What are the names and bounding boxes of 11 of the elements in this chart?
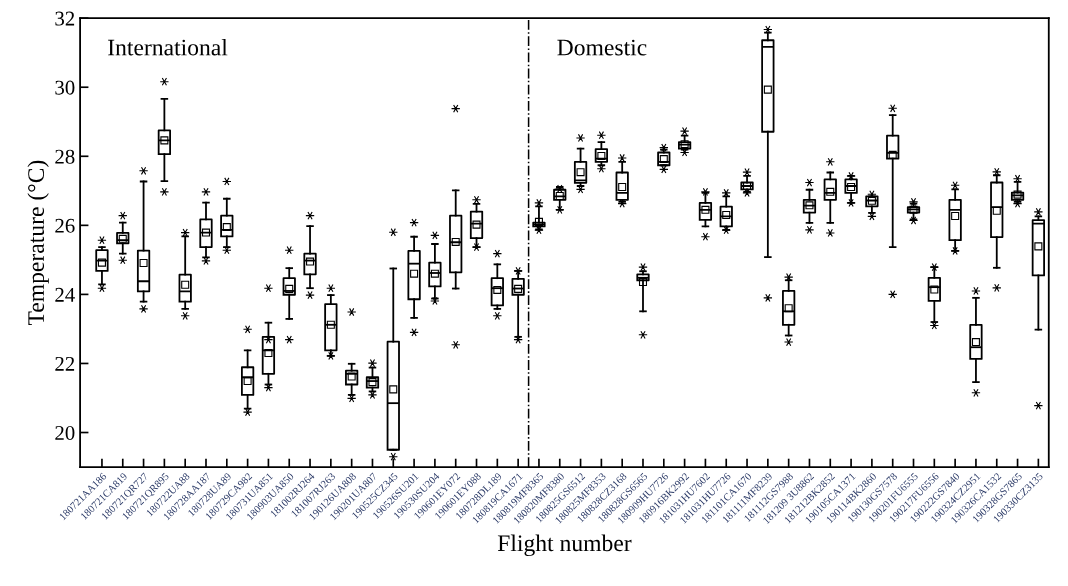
y-tick-label: 24 (55, 287, 75, 302)
y-tick-label: 22 (55, 356, 75, 371)
x-axis-title: Flight number (497, 534, 632, 557)
y-tick-label: 32 (55, 11, 75, 26)
y-tick-label: 30 (55, 80, 75, 95)
y-axis-title: Temperature (°C) (27, 160, 49, 326)
y-tick-label: 28 (55, 149, 75, 164)
y-tick-label: 20 (55, 425, 75, 440)
annotation: Domestic (557, 39, 647, 56)
annotation: International (108, 38, 228, 56)
y-tick-label: 26 (55, 218, 75, 233)
